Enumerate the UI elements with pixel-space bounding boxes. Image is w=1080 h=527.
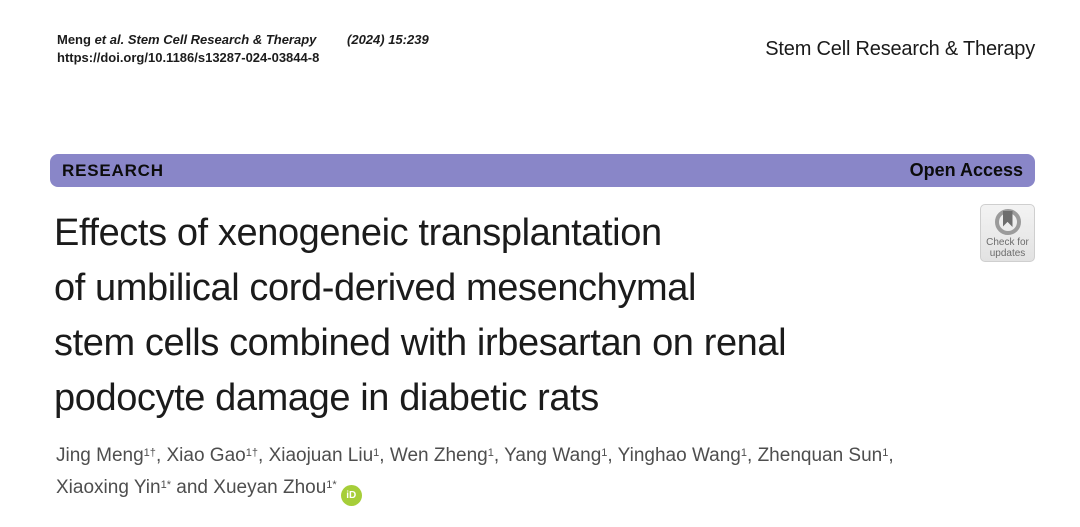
author-affiliation-sup: 1 bbox=[487, 446, 494, 459]
author-affiliation-sup: 1* bbox=[326, 478, 337, 491]
author-name: Zhenquan Sun bbox=[757, 445, 883, 466]
author-list: Jing Meng1†, Xiao Gao1†, Xiaojuan Liu1, … bbox=[56, 441, 894, 506]
author: Xiaojuan Liu1, bbox=[269, 445, 390, 466]
check-for-updates-button[interactable]: Check for updates bbox=[980, 204, 1035, 262]
author-line-2: Xiaoxing Yin1* and Xueyan Zhou1*iD bbox=[56, 473, 894, 506]
author: Yang Wang1, bbox=[504, 445, 618, 466]
title-line: stem cells combined with irbesartan on r… bbox=[54, 322, 787, 364]
badge-label-line1: Check for bbox=[986, 237, 1029, 248]
journal-name: Stem Cell Research & Therapy bbox=[765, 38, 1035, 60]
badge-label-line2: updates bbox=[989, 248, 1026, 259]
author-affiliation-sup: 1† bbox=[245, 446, 258, 459]
title-line: of umbilical cord-derived mesenchymal bbox=[54, 267, 697, 309]
author: Zhenquan Sun1, bbox=[758, 445, 894, 466]
author-separator: , bbox=[747, 445, 758, 466]
author-separator: , bbox=[493, 445, 505, 466]
citation-author: Meng bbox=[57, 32, 91, 47]
author-affiliation-sup: 1 bbox=[601, 446, 608, 459]
author-affiliation-sup: 1 bbox=[882, 446, 889, 459]
open-access-label: Open Access bbox=[909, 160, 1023, 180]
bookmark-icon bbox=[1002, 211, 1013, 227]
author-separator: , bbox=[607, 445, 618, 466]
author-separator: , bbox=[258, 445, 269, 466]
author-name: Xiaoxing Yin bbox=[56, 477, 161, 498]
title-line: Effects of xenogeneic transplantation bbox=[54, 212, 662, 254]
doi-link[interactable]: https://doi.org/10.1186/s13287-024-03844… bbox=[57, 50, 320, 65]
citation-volume: (2024) 15:239 bbox=[347, 32, 429, 47]
author: Yinghao Wang1, bbox=[618, 445, 758, 466]
citation-block: Meng et al. Stem Cell Research & Therapy… bbox=[57, 31, 429, 67]
author-separator: , bbox=[888, 445, 894, 466]
article-title: Effects of xenogeneic transplantation of… bbox=[54, 206, 787, 426]
author-name: Xueyan Zhou bbox=[213, 477, 327, 498]
title-line: podocyte damage in diabetic rats bbox=[54, 377, 599, 419]
author-affiliation-sup: 1 bbox=[373, 446, 380, 459]
author-name: Yinghao Wang bbox=[617, 445, 741, 466]
author-name: Yang Wang bbox=[504, 445, 602, 466]
citation-line: Meng et al. Stem Cell Research & Therapy… bbox=[57, 31, 429, 49]
author-separator: and bbox=[171, 477, 214, 498]
author-separator: , bbox=[155, 445, 167, 466]
author: Jing Meng1†, bbox=[56, 445, 167, 466]
author: Wen Zheng1, bbox=[390, 445, 504, 466]
author: Xiao Gao1†, bbox=[167, 445, 269, 466]
author-name: Wen Zheng bbox=[389, 445, 488, 466]
author-separator: , bbox=[379, 445, 390, 466]
orcid-icon[interactable]: iD bbox=[340, 485, 362, 506]
article-type-banner: RESEARCH Open Access bbox=[50, 154, 1035, 187]
author-name: Xiao Gao bbox=[166, 445, 246, 466]
author-affiliation-sup: 1† bbox=[143, 446, 156, 459]
citation-journal: et al. Stem Cell Research & Therapy bbox=[94, 32, 317, 47]
author-name: Jing Meng bbox=[56, 445, 144, 466]
check-for-updates-icon bbox=[994, 209, 1021, 235]
author-affiliation-sup: 1* bbox=[160, 478, 171, 491]
author: Xiaoxing Yin1* and bbox=[56, 477, 213, 498]
author: Xueyan Zhou1* bbox=[213, 477, 336, 498]
check-for-updates-label: Check for updates bbox=[981, 237, 1034, 259]
section-label: RESEARCH bbox=[62, 160, 164, 180]
author-line-1: Jing Meng1†, Xiao Gao1†, Xiaojuan Liu1, … bbox=[56, 441, 894, 473]
author-affiliation-sup: 1 bbox=[740, 446, 748, 459]
author-name: Xiaojuan Liu bbox=[268, 445, 374, 466]
